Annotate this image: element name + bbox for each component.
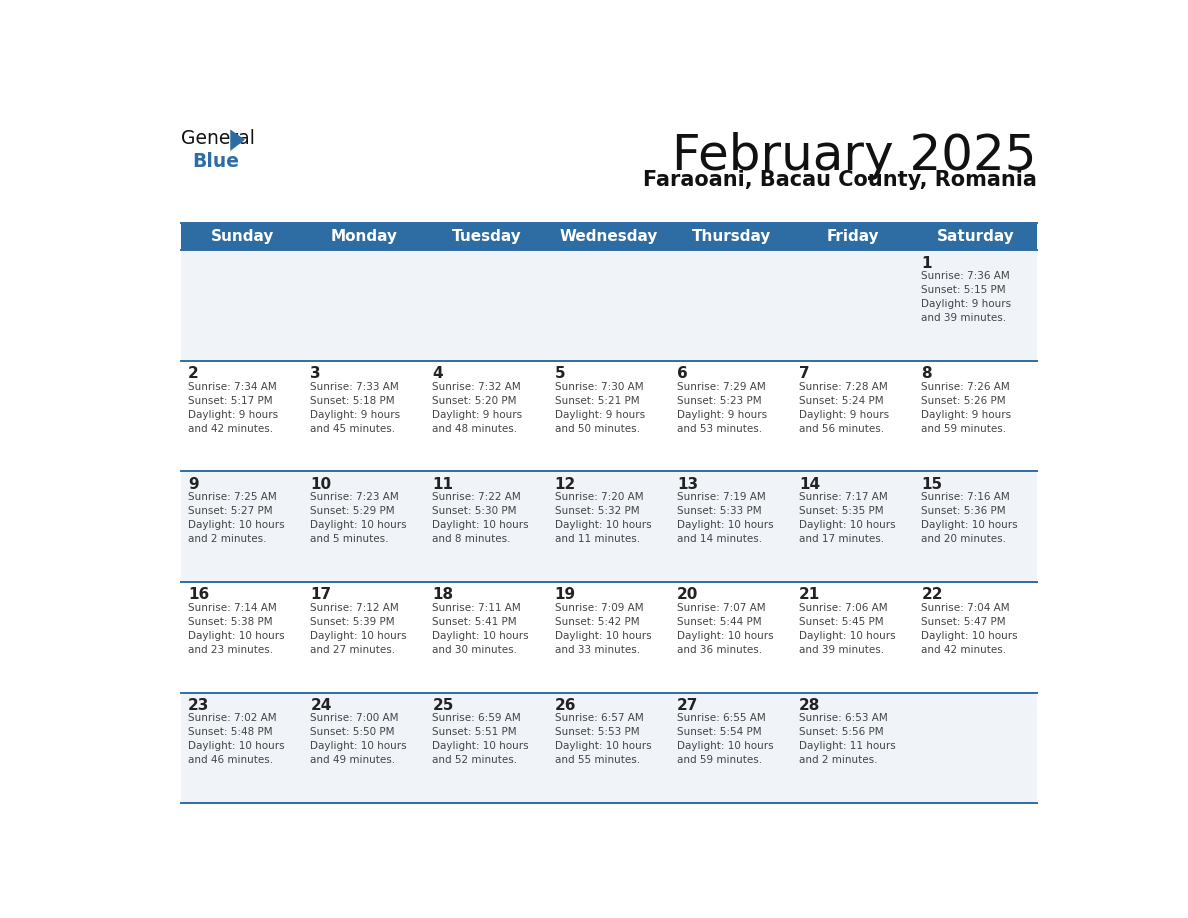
Text: Sunrise: 7:30 AM
Sunset: 5:21 PM
Daylight: 9 hours
and 50 minutes.: Sunrise: 7:30 AM Sunset: 5:21 PM Dayligh…: [555, 382, 645, 433]
Text: 19: 19: [555, 588, 576, 602]
Bar: [181, 251, 1037, 361]
Text: Friday: Friday: [827, 229, 879, 244]
Text: 9: 9: [188, 476, 198, 492]
Text: 8: 8: [922, 366, 933, 381]
Text: 25: 25: [432, 698, 454, 713]
Text: 13: 13: [677, 476, 699, 492]
Text: 24: 24: [310, 698, 331, 713]
Text: Sunrise: 7:14 AM
Sunset: 5:38 PM
Daylight: 10 hours
and 23 minutes.: Sunrise: 7:14 AM Sunset: 5:38 PM Dayligh…: [188, 603, 285, 655]
Text: Thursday: Thursday: [691, 229, 771, 244]
Text: Sunrise: 7:33 AM
Sunset: 5:18 PM
Daylight: 9 hours
and 45 minutes.: Sunrise: 7:33 AM Sunset: 5:18 PM Dayligh…: [310, 382, 400, 433]
Text: Sunrise: 6:59 AM
Sunset: 5:51 PM
Daylight: 10 hours
and 52 minutes.: Sunrise: 6:59 AM Sunset: 5:51 PM Dayligh…: [432, 713, 529, 766]
Text: 22: 22: [922, 588, 943, 602]
Text: 23: 23: [188, 698, 209, 713]
Text: Sunrise: 7:17 AM
Sunset: 5:35 PM
Daylight: 10 hours
and 17 minutes.: Sunrise: 7:17 AM Sunset: 5:35 PM Dayligh…: [800, 492, 896, 544]
Text: 26: 26: [555, 698, 576, 713]
Text: Sunrise: 6:55 AM
Sunset: 5:54 PM
Daylight: 10 hours
and 59 minutes.: Sunrise: 6:55 AM Sunset: 5:54 PM Dayligh…: [677, 713, 773, 766]
Bar: [181, 472, 1037, 582]
Text: 14: 14: [800, 476, 820, 492]
Bar: [181, 692, 1037, 803]
Text: 5: 5: [555, 366, 565, 381]
Text: 15: 15: [922, 476, 942, 492]
Text: Monday: Monday: [331, 229, 398, 244]
Text: 27: 27: [677, 698, 699, 713]
Text: Sunrise: 7:07 AM
Sunset: 5:44 PM
Daylight: 10 hours
and 36 minutes.: Sunrise: 7:07 AM Sunset: 5:44 PM Dayligh…: [677, 603, 773, 655]
Text: Sunrise: 7:36 AM
Sunset: 5:15 PM
Daylight: 9 hours
and 39 minutes.: Sunrise: 7:36 AM Sunset: 5:15 PM Dayligh…: [922, 271, 1011, 323]
Text: Sunrise: 7:02 AM
Sunset: 5:48 PM
Daylight: 10 hours
and 46 minutes.: Sunrise: 7:02 AM Sunset: 5:48 PM Dayligh…: [188, 713, 285, 766]
Text: Sunday: Sunday: [210, 229, 274, 244]
Text: 1: 1: [922, 256, 931, 271]
Text: 4: 4: [432, 366, 443, 381]
Text: Sunrise: 7:34 AM
Sunset: 5:17 PM
Daylight: 9 hours
and 42 minutes.: Sunrise: 7:34 AM Sunset: 5:17 PM Dayligh…: [188, 382, 278, 433]
Text: 2: 2: [188, 366, 198, 381]
Text: February 2025: February 2025: [672, 131, 1037, 180]
Text: 16: 16: [188, 588, 209, 602]
Bar: [181, 222, 1037, 251]
Text: Sunrise: 7:26 AM
Sunset: 5:26 PM
Daylight: 9 hours
and 59 minutes.: Sunrise: 7:26 AM Sunset: 5:26 PM Dayligh…: [922, 382, 1011, 433]
Text: Sunrise: 7:16 AM
Sunset: 5:36 PM
Daylight: 10 hours
and 20 minutes.: Sunrise: 7:16 AM Sunset: 5:36 PM Dayligh…: [922, 492, 1018, 544]
Text: Sunrise: 7:04 AM
Sunset: 5:47 PM
Daylight: 10 hours
and 42 minutes.: Sunrise: 7:04 AM Sunset: 5:47 PM Dayligh…: [922, 603, 1018, 655]
Text: Blue: Blue: [192, 151, 240, 171]
Text: General: General: [181, 129, 255, 148]
Text: 21: 21: [800, 588, 821, 602]
Text: Sunrise: 7:06 AM
Sunset: 5:45 PM
Daylight: 10 hours
and 39 minutes.: Sunrise: 7:06 AM Sunset: 5:45 PM Dayligh…: [800, 603, 896, 655]
Text: 28: 28: [800, 698, 821, 713]
Text: Sunrise: 7:23 AM
Sunset: 5:29 PM
Daylight: 10 hours
and 5 minutes.: Sunrise: 7:23 AM Sunset: 5:29 PM Dayligh…: [310, 492, 406, 544]
Text: Faraoani, Bacau County, Romania: Faraoani, Bacau County, Romania: [643, 170, 1037, 190]
Text: 17: 17: [310, 588, 331, 602]
Text: 11: 11: [432, 476, 454, 492]
Bar: [181, 361, 1037, 472]
Text: Sunrise: 7:28 AM
Sunset: 5:24 PM
Daylight: 9 hours
and 56 minutes.: Sunrise: 7:28 AM Sunset: 5:24 PM Dayligh…: [800, 382, 890, 433]
Text: Sunrise: 7:22 AM
Sunset: 5:30 PM
Daylight: 10 hours
and 8 minutes.: Sunrise: 7:22 AM Sunset: 5:30 PM Dayligh…: [432, 492, 529, 544]
Text: Wednesday: Wednesday: [560, 229, 658, 244]
Text: Sunrise: 7:32 AM
Sunset: 5:20 PM
Daylight: 9 hours
and 48 minutes.: Sunrise: 7:32 AM Sunset: 5:20 PM Dayligh…: [432, 382, 523, 433]
Bar: [181, 582, 1037, 692]
Text: 20: 20: [677, 588, 699, 602]
Text: Sunrise: 7:00 AM
Sunset: 5:50 PM
Daylight: 10 hours
and 49 minutes.: Sunrise: 7:00 AM Sunset: 5:50 PM Dayligh…: [310, 713, 406, 766]
Text: 12: 12: [555, 476, 576, 492]
Text: Sunrise: 7:20 AM
Sunset: 5:32 PM
Daylight: 10 hours
and 11 minutes.: Sunrise: 7:20 AM Sunset: 5:32 PM Dayligh…: [555, 492, 651, 544]
Text: 6: 6: [677, 366, 688, 381]
Polygon shape: [230, 129, 245, 151]
Text: 7: 7: [800, 366, 810, 381]
Text: Sunrise: 7:29 AM
Sunset: 5:23 PM
Daylight: 9 hours
and 53 minutes.: Sunrise: 7:29 AM Sunset: 5:23 PM Dayligh…: [677, 382, 767, 433]
Text: Sunrise: 6:53 AM
Sunset: 5:56 PM
Daylight: 11 hours
and 2 minutes.: Sunrise: 6:53 AM Sunset: 5:56 PM Dayligh…: [800, 713, 896, 766]
Text: 18: 18: [432, 588, 454, 602]
Text: 3: 3: [310, 366, 321, 381]
Text: 10: 10: [310, 476, 331, 492]
Text: Sunrise: 7:19 AM
Sunset: 5:33 PM
Daylight: 10 hours
and 14 minutes.: Sunrise: 7:19 AM Sunset: 5:33 PM Dayligh…: [677, 492, 773, 544]
Text: Sunrise: 6:57 AM
Sunset: 5:53 PM
Daylight: 10 hours
and 55 minutes.: Sunrise: 6:57 AM Sunset: 5:53 PM Dayligh…: [555, 713, 651, 766]
Text: Sunrise: 7:25 AM
Sunset: 5:27 PM
Daylight: 10 hours
and 2 minutes.: Sunrise: 7:25 AM Sunset: 5:27 PM Dayligh…: [188, 492, 285, 544]
Text: Sunrise: 7:11 AM
Sunset: 5:41 PM
Daylight: 10 hours
and 30 minutes.: Sunrise: 7:11 AM Sunset: 5:41 PM Dayligh…: [432, 603, 529, 655]
Text: Sunrise: 7:12 AM
Sunset: 5:39 PM
Daylight: 10 hours
and 27 minutes.: Sunrise: 7:12 AM Sunset: 5:39 PM Dayligh…: [310, 603, 406, 655]
Text: Sunrise: 7:09 AM
Sunset: 5:42 PM
Daylight: 10 hours
and 33 minutes.: Sunrise: 7:09 AM Sunset: 5:42 PM Dayligh…: [555, 603, 651, 655]
Text: Tuesday: Tuesday: [451, 229, 522, 244]
Text: Saturday: Saturday: [936, 229, 1015, 244]
